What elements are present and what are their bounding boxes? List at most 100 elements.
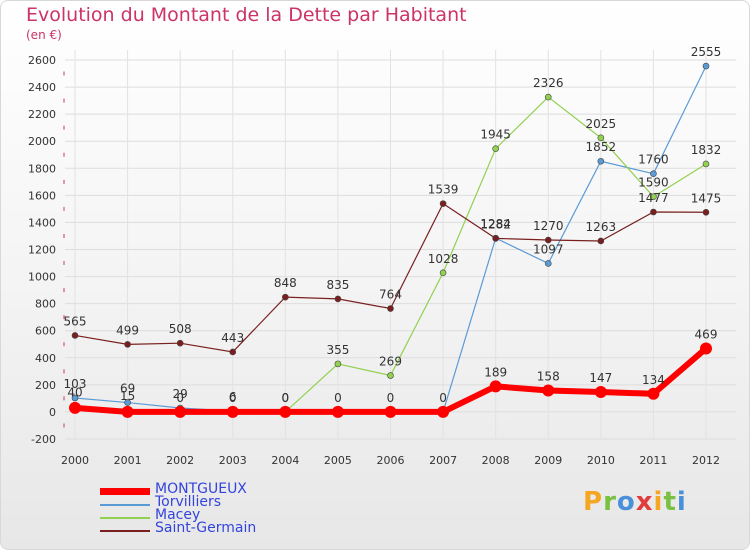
data-point xyxy=(650,208,657,216)
data-point xyxy=(544,236,552,244)
data-label: 835 xyxy=(326,278,349,292)
data-label: 1097 xyxy=(533,242,564,256)
data-point xyxy=(69,401,81,414)
data-point xyxy=(71,332,79,339)
data-point xyxy=(492,145,499,152)
data-label: 2555 xyxy=(691,45,722,59)
data-point xyxy=(387,372,394,379)
x-tick-label: 2002 xyxy=(166,454,194,467)
data-label: 1263 xyxy=(586,220,617,234)
data-point xyxy=(124,341,131,348)
data-label: 15 xyxy=(120,389,135,403)
data-label: 1760 xyxy=(638,153,669,167)
data-label: 158 xyxy=(537,370,560,384)
data-label: 147 xyxy=(589,371,612,385)
data-label: 2025 xyxy=(586,117,617,131)
data-point xyxy=(282,293,289,301)
data-point xyxy=(124,399,131,406)
data-label: 1028 xyxy=(428,252,459,266)
x-tick-label: 2007 xyxy=(429,454,457,467)
logo-letter: x xyxy=(635,487,654,517)
data-label: 469 xyxy=(695,327,718,341)
y-tick-label: 1200 xyxy=(28,244,56,257)
logo-letter: o xyxy=(616,487,636,517)
data-label: 1590 xyxy=(638,176,669,190)
y-tick-label: -200 xyxy=(31,433,56,446)
y-tick-label: 2600 xyxy=(28,54,56,67)
x-tick-label: 2000 xyxy=(61,454,89,467)
x-tick-label: 2006 xyxy=(377,454,405,467)
data-point xyxy=(334,360,342,368)
data-point xyxy=(700,342,712,355)
data-point xyxy=(702,62,710,70)
y-tick-label: 1600 xyxy=(28,189,56,202)
data-point xyxy=(650,193,657,201)
data-point xyxy=(384,405,397,418)
data-point xyxy=(229,348,237,356)
data-label: 1282 xyxy=(480,217,511,231)
x-tick-label: 2009 xyxy=(534,454,562,467)
legend-swatch xyxy=(100,517,150,519)
data-point xyxy=(492,235,499,242)
data-point xyxy=(702,208,710,216)
logo-letter: r xyxy=(603,487,617,517)
data-point xyxy=(279,405,292,418)
legend-label: MONTGUEUX xyxy=(155,481,247,497)
data-label: 1475 xyxy=(691,191,722,205)
data-point xyxy=(544,260,552,267)
data-point xyxy=(226,405,239,418)
x-tick-label: 2003 xyxy=(219,454,247,467)
data-label: 0 xyxy=(176,391,184,405)
data-label: 269 xyxy=(379,355,402,369)
data-point xyxy=(489,380,502,393)
y-tick-label: 600 xyxy=(35,325,56,338)
proxiti-logo: Proxiti xyxy=(583,487,687,517)
y-tick-label: 2200 xyxy=(28,108,56,121)
data-label: 764 xyxy=(379,288,402,302)
data-point xyxy=(650,170,657,177)
data-label: 134 xyxy=(642,373,665,387)
data-label: 1945 xyxy=(480,128,511,142)
data-label: 508 xyxy=(169,322,192,336)
data-point xyxy=(71,394,79,402)
data-label: 6 xyxy=(229,390,237,404)
logo-letter: i xyxy=(653,487,664,517)
data-label: 355 xyxy=(326,343,349,357)
data-label: 499 xyxy=(116,323,139,337)
data-label: 848 xyxy=(274,276,297,290)
data-point xyxy=(597,237,605,245)
data-point xyxy=(176,339,184,347)
chart-subtitle: (en €) xyxy=(26,28,62,42)
data-label: 103 xyxy=(64,377,87,391)
data-label: 0 xyxy=(387,391,395,405)
data-label: 0 xyxy=(282,391,290,405)
data-label: 1477 xyxy=(638,191,669,205)
legend-label: Macey xyxy=(155,507,201,523)
data-label: 443 xyxy=(221,331,244,345)
data-point xyxy=(544,93,552,101)
data-label: 2326 xyxy=(533,76,564,90)
chart-title: Evolution du Montant de la Dette par Hab… xyxy=(26,4,467,26)
data-label: 189 xyxy=(484,365,507,379)
data-label: 0 xyxy=(229,391,237,405)
data-point xyxy=(334,295,342,303)
data-point xyxy=(437,405,450,418)
x-tick-label: 2001 xyxy=(114,454,142,467)
y-tick-label: 200 xyxy=(35,379,56,392)
legend-swatch xyxy=(100,504,150,506)
data-label: 1852 xyxy=(586,140,617,154)
x-tick-label: 2011 xyxy=(639,454,667,467)
data-label: 40 xyxy=(67,386,82,400)
x-tick-label: 2012 xyxy=(692,454,720,467)
y-tick-label: 2400 xyxy=(28,81,56,94)
data-label: 1832 xyxy=(691,143,722,157)
data-point xyxy=(597,157,605,165)
data-label: 1270 xyxy=(533,219,564,233)
x-tick-label: 2005 xyxy=(324,454,352,467)
logo-letter: t xyxy=(663,487,677,517)
legend-label: Saint-Germain xyxy=(155,520,257,536)
data-label: 0 xyxy=(439,391,447,405)
y-tick-label: 1400 xyxy=(28,216,56,229)
